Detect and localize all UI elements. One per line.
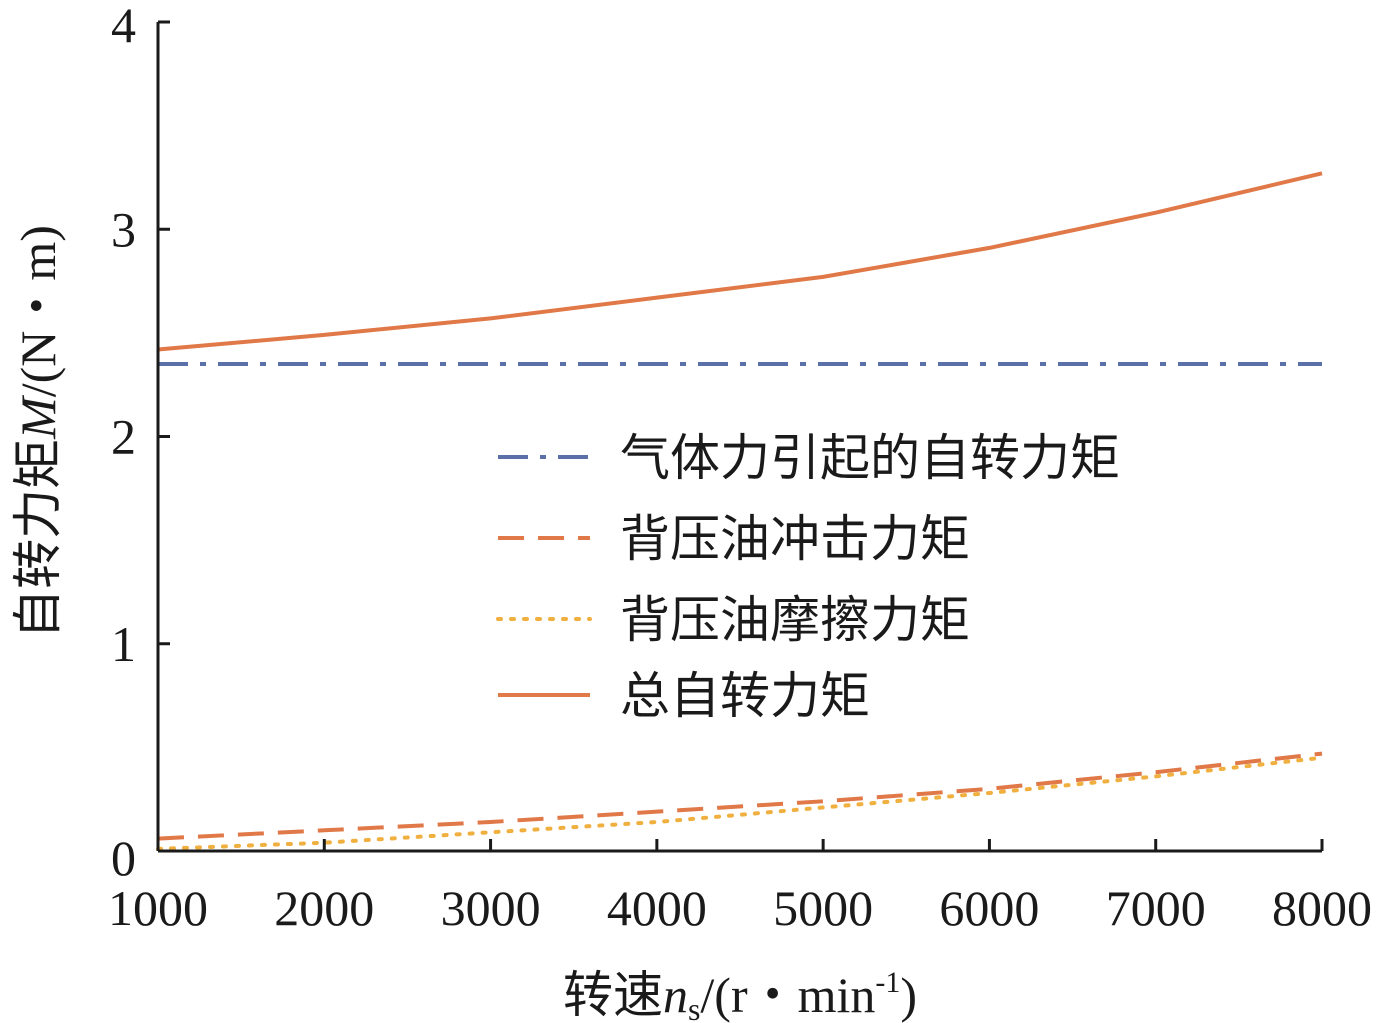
series-layer bbox=[156, 171, 1324, 851]
x-tick-label: 3000 bbox=[441, 880, 541, 936]
y-axis-title: 自转力矩M/(N・m) bbox=[9, 225, 67, 639]
axes-layer bbox=[156, 20, 1324, 853]
x-tick-label: 7000 bbox=[1106, 880, 1206, 936]
x-tick-label: 5000 bbox=[773, 880, 873, 936]
y-tick-label: 0 bbox=[111, 830, 136, 886]
y-tick-label: 3 bbox=[111, 201, 136, 257]
x-tick-label: 6000 bbox=[939, 880, 1039, 936]
series-line-3 bbox=[156, 755, 1324, 851]
y-tick-label: 2 bbox=[111, 409, 136, 465]
legend-label-4: 总自转力矩 bbox=[620, 667, 870, 725]
y-tick-label: 4 bbox=[111, 0, 136, 53]
legend-label-1: 气体力引起的自转力矩 bbox=[620, 429, 1120, 487]
tick-labels: 1000 2000 3000 4000 5000 6000 7000 8000 0 1 2 3 4 bbox=[108, 0, 1372, 936]
x-tick-label: 8000 bbox=[1272, 880, 1372, 936]
x-tick-label: 1000 bbox=[108, 880, 208, 936]
series-line-4 bbox=[157, 171, 1323, 352]
legend-label-3: 背压油摩擦力矩 bbox=[620, 591, 970, 649]
x-tick-label: 2000 bbox=[274, 880, 374, 936]
y-tick-label: 1 bbox=[111, 616, 136, 672]
legend-label-2: 背压油冲击力矩 bbox=[620, 510, 970, 568]
x-axis-title: 转速ns/(r・min-1) bbox=[563, 966, 917, 1023]
x-tick-label: 4000 bbox=[607, 880, 707, 936]
series-line-2 bbox=[157, 751, 1323, 841]
